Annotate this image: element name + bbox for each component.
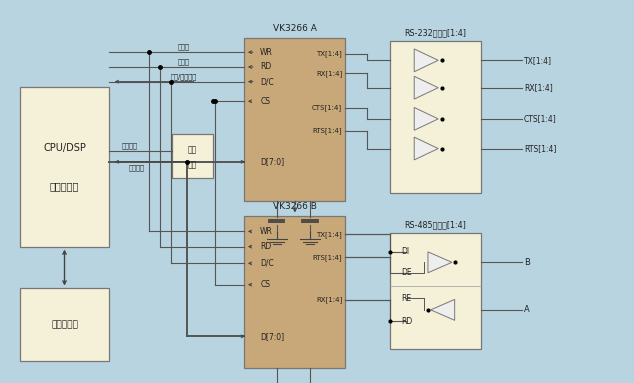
Text: RS-485收发器[1:4]: RS-485收发器[1:4] (404, 221, 466, 229)
Text: D[7:0]: D[7:0] (260, 157, 284, 166)
Text: 数据/控制选择: 数据/控制选择 (170, 73, 197, 80)
FancyBboxPatch shape (172, 134, 213, 178)
Text: B: B (524, 258, 530, 267)
Polygon shape (430, 300, 455, 320)
Polygon shape (414, 76, 438, 99)
Polygon shape (414, 108, 438, 130)
FancyBboxPatch shape (245, 216, 346, 368)
Text: DI: DI (401, 247, 409, 256)
Text: A: A (524, 305, 530, 314)
Text: RX[1:4]: RX[1:4] (524, 83, 553, 92)
Polygon shape (414, 49, 438, 72)
FancyBboxPatch shape (245, 38, 346, 201)
FancyBboxPatch shape (20, 288, 108, 361)
Text: WR: WR (260, 48, 273, 57)
FancyBboxPatch shape (20, 87, 108, 247)
Text: 数据总线: 数据总线 (129, 165, 145, 171)
Text: CTS[1:4]: CTS[1:4] (312, 105, 342, 111)
Text: 译码: 译码 (188, 160, 197, 170)
Polygon shape (414, 137, 438, 160)
Text: RD: RD (260, 242, 271, 251)
Text: RTS[1:4]: RTS[1:4] (524, 144, 557, 153)
Text: RE: RE (401, 294, 411, 303)
Text: TX[1:4]: TX[1:4] (316, 51, 342, 57)
Text: 以太网接口: 以太网接口 (51, 320, 78, 329)
Text: DE: DE (401, 268, 411, 277)
Text: CPU/DSP: CPU/DSP (43, 142, 86, 152)
Text: RX[1:4]: RX[1:4] (316, 296, 342, 303)
FancyBboxPatch shape (389, 233, 481, 349)
Text: CS: CS (260, 97, 270, 106)
Text: 片选地址: 片选地址 (122, 142, 138, 149)
Text: WR: WR (260, 227, 273, 236)
Text: RX[1:4]: RX[1:4] (316, 70, 342, 77)
Text: CS: CS (260, 280, 270, 289)
Text: 写信号: 写信号 (178, 44, 190, 50)
Polygon shape (428, 252, 452, 273)
Text: RTS[1:4]: RTS[1:4] (313, 127, 342, 134)
Text: RTS[1:4]: RTS[1:4] (313, 254, 342, 261)
Text: 嵌入式系统: 嵌入式系统 (50, 181, 79, 191)
Text: 读信号: 读信号 (178, 58, 190, 65)
Text: RS-232收发器[1:4]: RS-232收发器[1:4] (404, 28, 467, 38)
FancyBboxPatch shape (389, 41, 481, 193)
Text: D/C: D/C (260, 259, 274, 268)
Text: D/C: D/C (260, 77, 274, 86)
Text: 地址: 地址 (188, 145, 197, 154)
Text: D[7:0]: D[7:0] (260, 332, 284, 341)
Text: RD: RD (260, 62, 271, 72)
Text: VK3266 A: VK3266 A (273, 23, 317, 33)
Text: VK3266 B: VK3266 B (273, 202, 317, 211)
Text: CTS[1:4]: CTS[1:4] (524, 115, 557, 123)
Text: RD: RD (401, 317, 412, 326)
Text: TX[1:4]: TX[1:4] (524, 56, 552, 65)
Text: TX[1:4]: TX[1:4] (316, 231, 342, 238)
